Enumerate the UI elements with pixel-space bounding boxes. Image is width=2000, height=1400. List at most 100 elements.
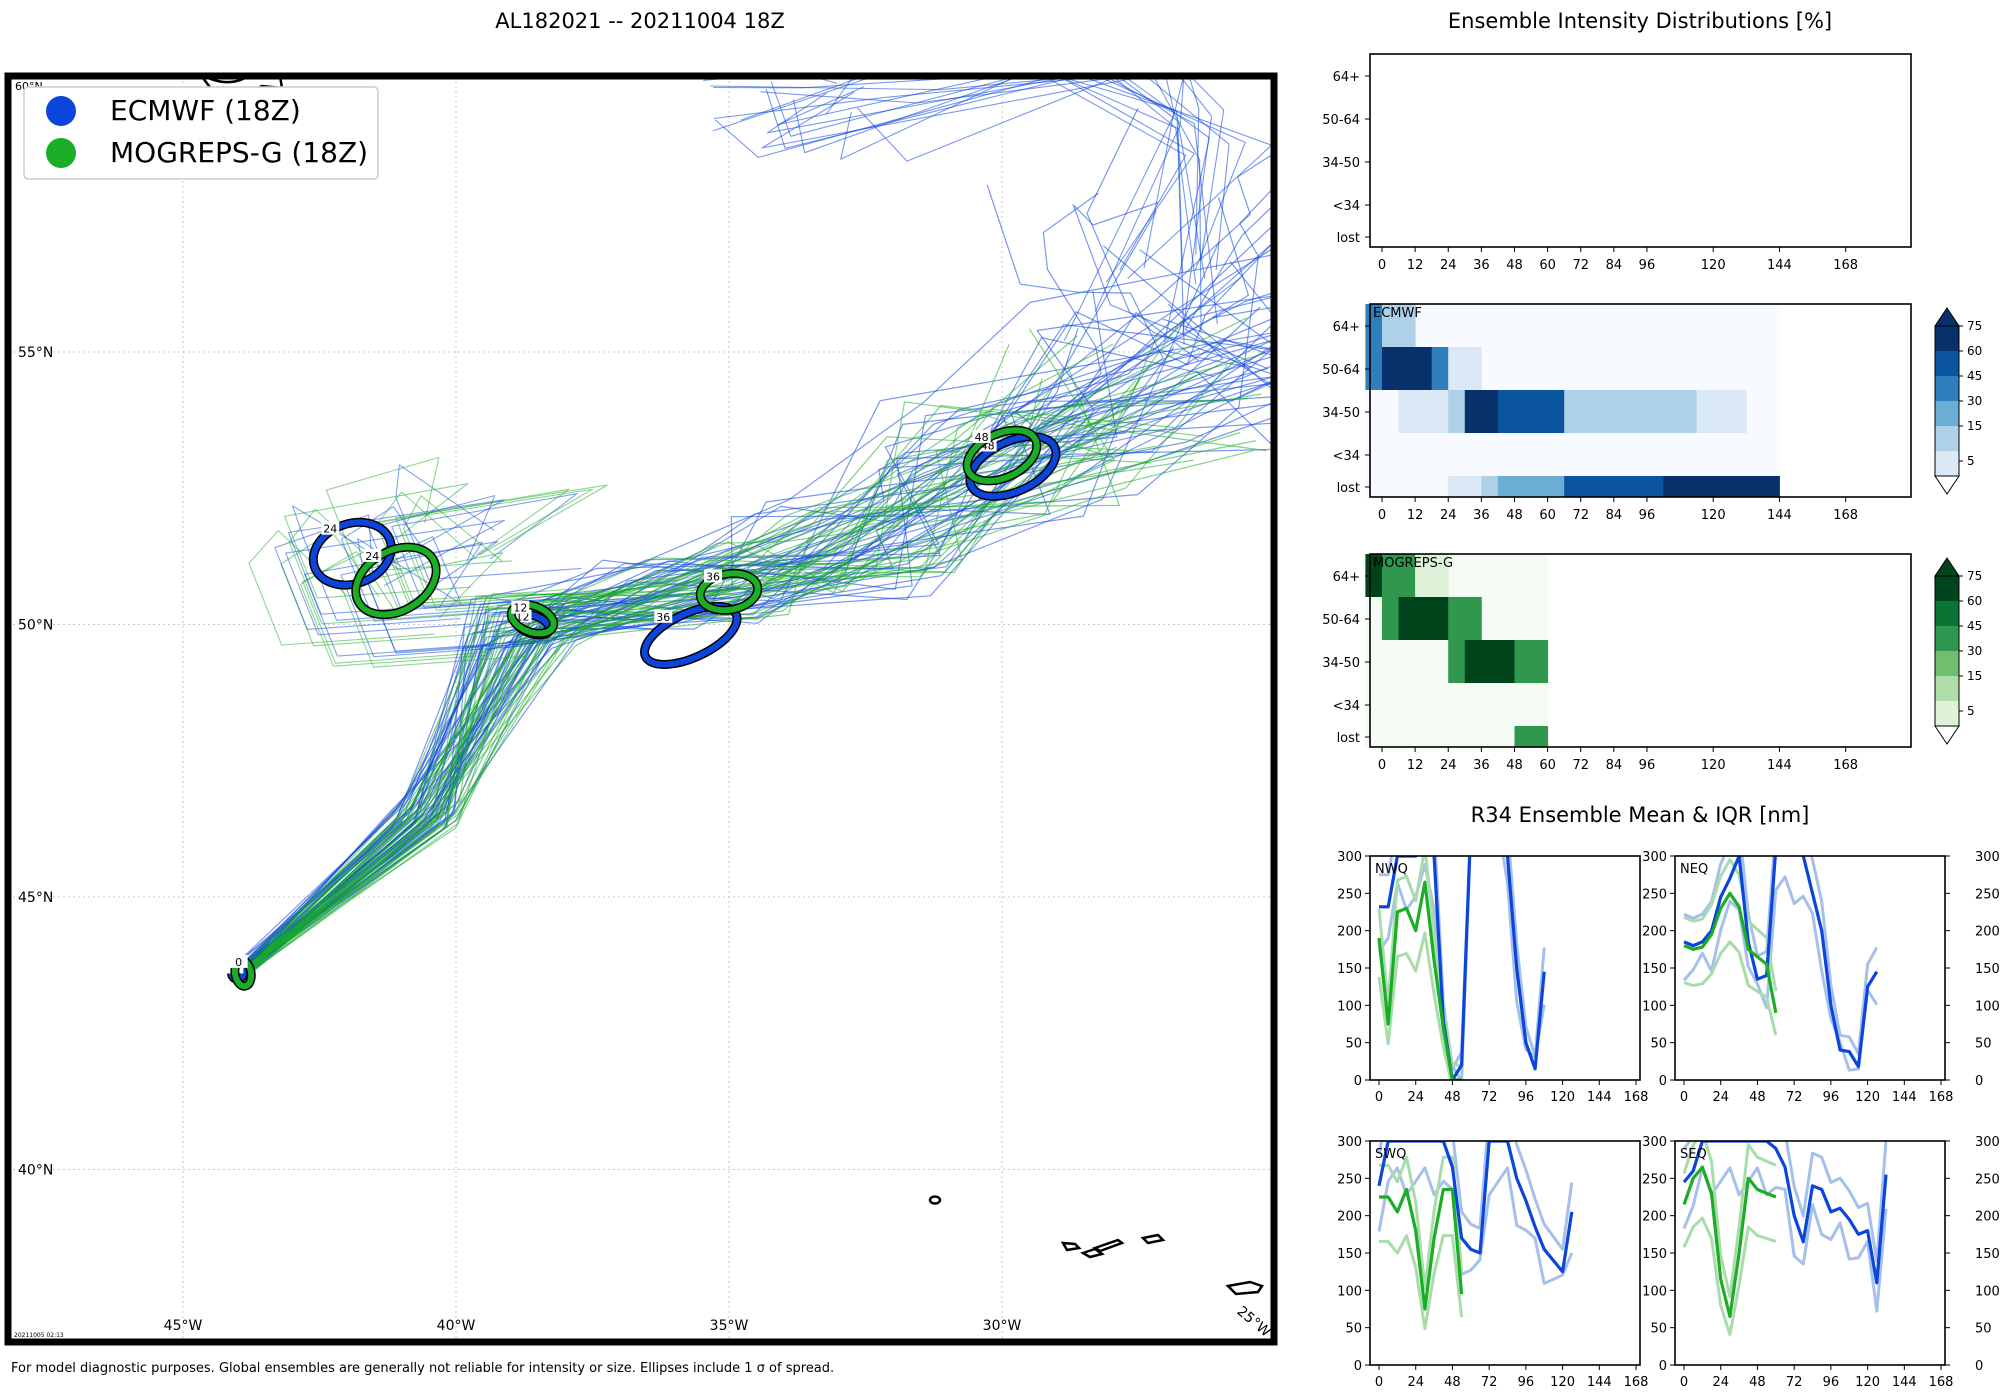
loop-member-track xyxy=(381,488,593,605)
colorbar-segment xyxy=(1935,676,1959,701)
ecmwf-northern-track xyxy=(840,76,1206,279)
y-tick-label: 50 xyxy=(1975,1322,1992,1337)
x-tick-label: 144 xyxy=(1767,758,1792,773)
colorbar-tick-label: 60 xyxy=(1967,344,1982,358)
intensity-title: Ensemble Intensity Distributions [%] xyxy=(1448,9,1832,33)
colorbar-tick-label: 45 xyxy=(1967,619,1982,633)
x-tick-label: 144 xyxy=(1587,1090,1612,1105)
x-tick-label: 96 xyxy=(1639,258,1656,273)
loop-member-track xyxy=(283,483,471,599)
x-tick-label: 72 xyxy=(1786,1090,1803,1105)
map-axis-labels: 55°N50°N45°N40°N60°N45°W40°W35°W30°W25°W xyxy=(15,80,1274,1341)
mogreps-mean-line xyxy=(1379,1187,1464,1311)
heatmap-cell xyxy=(1415,390,1449,433)
x-tick-label: 144 xyxy=(1767,258,1792,273)
colorbar-extend-top xyxy=(1934,557,1960,577)
category-label: lost xyxy=(1337,231,1360,246)
ecmwf-member-track xyxy=(232,344,1274,974)
heatmap-cell xyxy=(1382,554,1416,597)
category-label: 64+ xyxy=(1333,70,1360,85)
ecmwf-member-track xyxy=(240,381,1274,973)
island-outline xyxy=(1140,1233,1166,1245)
x-tick-label: 120 xyxy=(1550,1090,1575,1105)
x-tick-label: 72 xyxy=(1481,1375,1498,1390)
quadrant-label: SEQ xyxy=(1680,1147,1707,1162)
ecmwf-northern-track xyxy=(760,76,1200,256)
colorbar-tick-label: 5 xyxy=(1967,454,1975,468)
ecmwf-member-track xyxy=(235,321,1274,975)
colorbar-segment xyxy=(1935,426,1959,451)
x-tick-label: 24 xyxy=(1440,258,1457,273)
panel-label: MOGREPS-G xyxy=(1373,556,1453,571)
category-label: 34-50 xyxy=(1322,156,1360,171)
colorbar-tick-label: 75 xyxy=(1967,319,1982,333)
x-tick-label: 144 xyxy=(1767,508,1792,523)
island-outline xyxy=(928,1195,942,1205)
mogreps-ellipse-group xyxy=(962,425,1042,486)
y-tick-label: 300 xyxy=(1642,1135,1667,1150)
x-tick-label: 120 xyxy=(1855,1090,1880,1105)
ecmwf-northern-track xyxy=(765,76,1185,345)
loop-member-track xyxy=(274,514,461,630)
legend-marker-ecmwf xyxy=(46,96,76,126)
footer-note: For model diagnostic purposes. Global en… xyxy=(11,1361,834,1376)
y-tick-label: 250 xyxy=(1642,1172,1667,1187)
ecmwf-northern-track xyxy=(710,76,1175,269)
colorbar-tick-label: 5 xyxy=(1967,704,1975,718)
category-label: 34-50 xyxy=(1322,406,1360,421)
x-tick-label: 120 xyxy=(1701,758,1726,773)
colorbar-segment xyxy=(1935,626,1959,651)
x-tick-label: 72 xyxy=(1481,1090,1498,1105)
ellipse-hour-label: 0 xyxy=(235,956,242,969)
ellipse-hour-label: 24 xyxy=(365,550,379,563)
colorbar-tick-label: 45 xyxy=(1967,369,1982,383)
y-tick-label: 200 xyxy=(1337,925,1362,940)
mogreps-member-track xyxy=(237,404,1204,972)
ecmwf-mean-line xyxy=(1379,856,1546,1080)
mogreps-iqr-low xyxy=(1682,1216,1777,1337)
x-tick-label: 24 xyxy=(1440,508,1457,523)
x-tick-label: 168 xyxy=(1624,1090,1649,1105)
x-tick-label: 72 xyxy=(1572,758,1589,773)
ecmwf-iqr-high xyxy=(1377,1141,1574,1251)
mogreps-iqr-low xyxy=(1377,931,1453,1080)
x-tick-label: 24 xyxy=(1440,758,1457,773)
figure-title: AL182021 -- 20211004 18Z xyxy=(495,9,784,33)
colorbar-extend-top xyxy=(1934,307,1960,327)
ellipse-label-bg xyxy=(229,954,248,968)
mogreps-ellipse xyxy=(697,570,761,614)
y-tick-label: 150 xyxy=(1975,1247,2000,1262)
map-frame xyxy=(4,72,1278,1346)
y-tick-label: 300 xyxy=(1975,850,2000,865)
y-tick-label: 50 xyxy=(1650,1322,1667,1337)
x-tick-label: 168 xyxy=(1929,1375,1954,1390)
ellipse-label-bg xyxy=(972,429,991,443)
ecmwf-ellipse-group xyxy=(308,517,396,590)
y-tick-label: 200 xyxy=(1975,925,2000,940)
ecmwf-ellipse xyxy=(641,603,741,668)
mogreps-iqr-low xyxy=(1683,940,1778,1036)
x-tick-label: 48 xyxy=(1444,1375,1461,1390)
intensity-frame xyxy=(1369,553,1912,748)
panel-lines xyxy=(1682,856,1879,1072)
x-tick-label: 72 xyxy=(1572,508,1589,523)
ellipse-hour-label: 36 xyxy=(706,570,720,583)
heatmap-cell xyxy=(1448,347,1482,390)
y-tick-label: 250 xyxy=(1337,1172,1362,1187)
category-label: 64+ xyxy=(1333,320,1360,335)
category-label: <34 xyxy=(1333,449,1360,464)
x-tick-label: 168 xyxy=(1833,258,1858,273)
panel-lines xyxy=(1377,1141,1574,1331)
colorbar-segment xyxy=(1935,451,1959,476)
colorbar-segment xyxy=(1935,326,1959,351)
mogreps-mean-line xyxy=(1682,1165,1777,1319)
ellipse-label-bg xyxy=(704,569,723,583)
ecmwf-member-track xyxy=(245,152,1274,972)
r34-panel: SEQ3003002502502002001501501001005050000… xyxy=(1642,1135,2000,1390)
loop-member-track xyxy=(368,495,555,611)
island-outline xyxy=(1060,1241,1082,1252)
map-legend: ECMWF (18Z) MOGREPS-G (18Z) xyxy=(23,86,379,180)
mogreps-member-track xyxy=(238,365,1120,974)
